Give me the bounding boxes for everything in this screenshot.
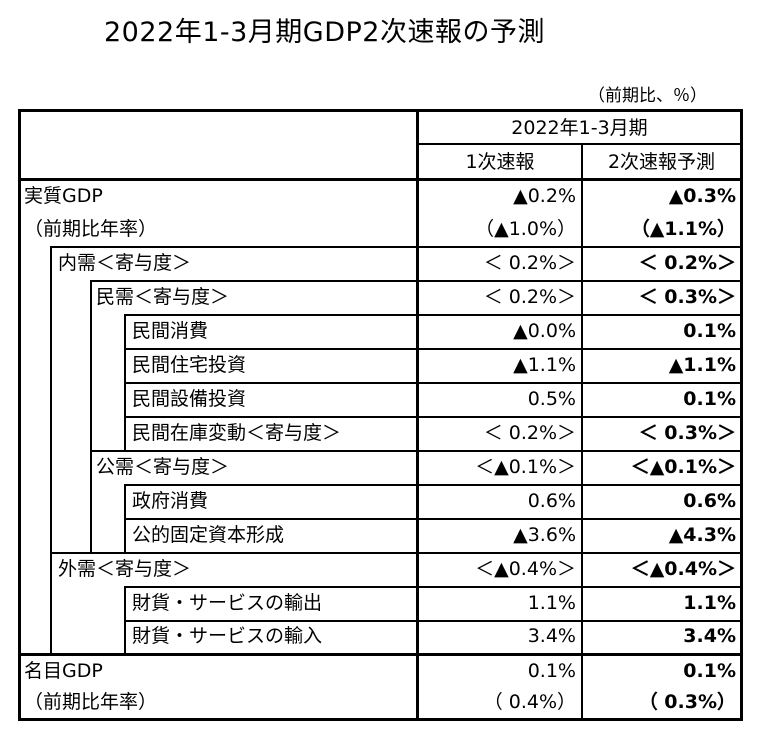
value-second-forecast: ▲0.3% — [668, 185, 736, 207]
row-line — [50, 552, 741, 554]
header-period-divider — [418, 143, 741, 145]
value-first-release: 0.1% — [527, 660, 576, 682]
value-first-release: ＜▲0.1%＞ — [475, 456, 576, 478]
value-first-release: ▲1.1% — [513, 354, 576, 376]
section-line-nominal — [18, 653, 743, 656]
label-column-divider — [416, 109, 419, 721]
row-line — [124, 314, 741, 316]
value-second-forecast: 1.1% — [683, 592, 736, 614]
value-first-release: ＜▲0.4%＞ — [475, 558, 576, 580]
row-label-domestic-demand: 内需＜寄与度＞ — [58, 252, 192, 274]
value-second-forecast: （ 0.3%） — [638, 691, 736, 713]
indent-line-external-items — [124, 586, 126, 654]
value-first-release: ＜ 0.2%＞ — [483, 252, 576, 274]
header-first-release: 1次速報 — [465, 151, 535, 173]
row-label-residential-investment: 民間住宅投資 — [132, 354, 247, 376]
row-label-nominal-gdp: 名目GDP — [24, 660, 103, 682]
value-second-forecast: ▲4.3% — [668, 524, 736, 546]
value-second-forecast: 3.4% — [683, 625, 736, 647]
value-column-divider — [581, 143, 583, 720]
row-line — [50, 246, 741, 248]
value-first-release: ＜ 0.2%＞ — [483, 286, 576, 308]
value-second-forecast: ＜ 0.3%＞ — [638, 286, 736, 308]
value-first-release: ▲3.6% — [513, 524, 576, 546]
row-line — [124, 382, 741, 384]
value-first-release: 3.4% — [527, 625, 576, 647]
value-first-release: （▲1.0%） — [475, 218, 576, 240]
row-line — [124, 586, 741, 588]
row-line — [124, 348, 741, 350]
value-second-forecast: 0.1% — [683, 660, 736, 682]
indent-line-public-items — [124, 484, 126, 553]
value-first-release: 0.5% — [527, 388, 576, 410]
row-label-private-demand: 民需＜寄与度＞ — [96, 286, 230, 308]
row-label-public-demand: 公需＜寄与度＞ — [96, 456, 230, 478]
value-second-forecast: 0.6% — [683, 490, 736, 512]
row-label-real-annualized: （前期比年率） — [24, 218, 158, 240]
value-first-release: 0.6% — [527, 490, 576, 512]
row-label-nominal-annualized: （前期比年率） — [24, 691, 158, 713]
indent-line-private-items — [124, 314, 126, 451]
row-line — [90, 450, 741, 452]
row-line — [90, 280, 741, 282]
row-label-private-consumption: 民間消費 — [132, 320, 209, 342]
row-line — [124, 416, 741, 418]
row-label-real-gdp: 実質GDP — [24, 185, 103, 207]
value-first-release: ▲0.2% — [513, 185, 576, 207]
header-bottom-line — [18, 178, 743, 181]
row-label-imports: 財貨・サービスの輸入 — [132, 625, 323, 647]
header-second-forecast: 2次速報予測 — [607, 151, 716, 173]
value-second-forecast: ＜ 0.2%＞ — [638, 252, 736, 274]
indent-line-domestic — [50, 246, 52, 654]
row-line — [124, 518, 741, 520]
value-second-forecast: ＜▲0.4%＞ — [630, 558, 736, 580]
row-label-capex: 民間設備投資 — [132, 388, 247, 410]
row-label-external-demand: 外需＜寄与度＞ — [58, 558, 192, 580]
row-label-public-investment: 公的固定資本形成 — [132, 524, 285, 546]
document-title: 2022年1-3月期GDP2次速報の予測 — [104, 17, 545, 48]
value-first-release: ▲0.0% — [513, 320, 576, 342]
indent-line-private — [90, 280, 92, 553]
row-line — [124, 484, 741, 486]
table-border-right — [740, 109, 743, 721]
value-first-release: （ 0.4%） — [483, 691, 576, 713]
table-border-bottom — [18, 718, 743, 721]
row-label-exports: 財貨・サービスの輸出 — [132, 592, 323, 614]
table-border-top — [18, 109, 743, 112]
table-border-left — [18, 109, 21, 721]
value-second-forecast: ▲1.1% — [668, 354, 736, 376]
value-second-forecast: （▲1.1%） — [630, 218, 736, 240]
value-first-release: ＜ 0.2%＞ — [483, 422, 576, 444]
header-period: 2022年1-3月期 — [511, 117, 648, 139]
value-second-forecast: 0.1% — [683, 388, 736, 410]
value-second-forecast: ＜▲0.1%＞ — [630, 456, 736, 478]
unit-note: （前期比、％） — [588, 86, 707, 106]
value-first-release: 1.1% — [527, 592, 576, 614]
value-second-forecast: 0.1% — [683, 320, 736, 342]
row-line — [124, 620, 741, 622]
row-label-government-consumption: 政府消費 — [132, 490, 209, 512]
row-label-inventory-change: 民間在庫変動＜寄与度＞ — [132, 422, 342, 444]
value-second-forecast: ＜ 0.3%＞ — [638, 422, 736, 444]
